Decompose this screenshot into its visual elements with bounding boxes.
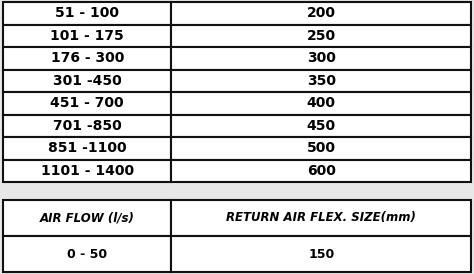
Bar (3, 200, 172, 236)
Bar (172, 236, 471, 272)
Text: 300: 300 (307, 51, 336, 65)
Bar (3, 2, 172, 24)
Bar (3, 159, 172, 182)
Bar (172, 2, 471, 24)
Bar (172, 115, 471, 137)
Text: 400: 400 (307, 96, 336, 110)
Text: 350: 350 (307, 74, 336, 88)
Bar (172, 159, 471, 182)
Bar (3, 115, 172, 137)
Bar (172, 47, 471, 70)
Text: 451 - 700: 451 - 700 (50, 96, 124, 110)
Text: 500: 500 (307, 141, 336, 155)
Bar (3, 137, 172, 159)
Bar (3, 236, 172, 272)
Bar (172, 137, 471, 159)
Bar (3, 24, 172, 47)
Bar (3, 70, 172, 92)
Text: 150: 150 (308, 247, 334, 261)
Bar (172, 92, 471, 115)
Text: 51 - 100: 51 - 100 (55, 6, 119, 20)
Text: 250: 250 (307, 29, 336, 43)
Bar (172, 24, 471, 47)
Text: 1101 - 1400: 1101 - 1400 (41, 164, 134, 178)
Text: 0 - 50: 0 - 50 (67, 247, 107, 261)
Text: 101 - 175: 101 - 175 (50, 29, 124, 43)
Text: 450: 450 (307, 119, 336, 133)
Text: 200: 200 (307, 6, 336, 20)
Text: 176 - 300: 176 - 300 (51, 51, 124, 65)
Text: 851 -1100: 851 -1100 (48, 141, 127, 155)
Bar (172, 70, 471, 92)
Text: RETURN AIR FLEX. SIZE(mm): RETURN AIR FLEX. SIZE(mm) (226, 212, 416, 224)
Text: 701 -850: 701 -850 (53, 119, 122, 133)
Text: 600: 600 (307, 164, 336, 178)
Bar (3, 47, 172, 70)
Text: AIR FLOW (l/s): AIR FLOW (l/s) (40, 212, 135, 224)
Bar (172, 200, 471, 236)
Bar (3, 92, 172, 115)
Text: 301 -450: 301 -450 (53, 74, 122, 88)
